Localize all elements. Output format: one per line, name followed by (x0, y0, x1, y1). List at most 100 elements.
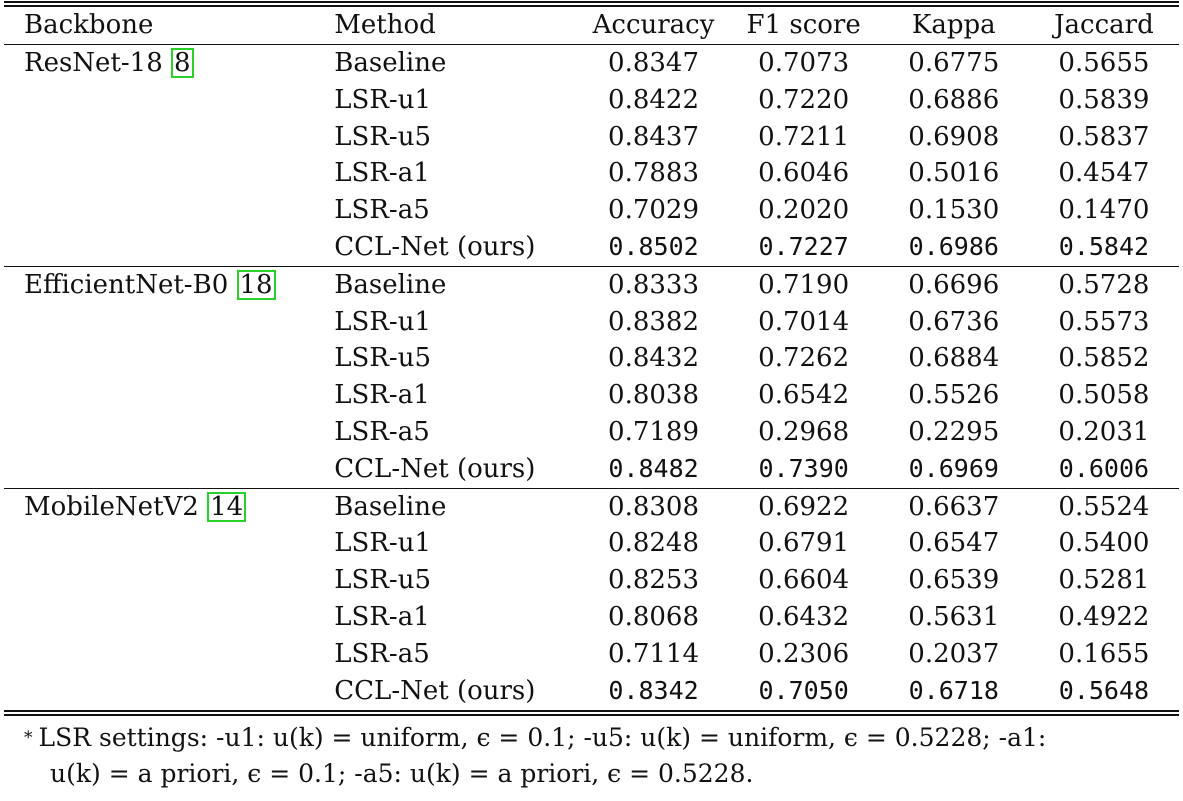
bottom-rule (4, 710, 1179, 712)
kappa-cell: 0.5016 (908, 158, 1000, 189)
table-row: LSR-a1 0.8068 0.6432 0.5631 0.4922 (4, 599, 1179, 636)
backbone-cell (4, 155, 330, 192)
method-cell: CCL-Net (ours) (334, 231, 536, 262)
backbone-cell (4, 82, 330, 119)
table-row: LSR-u1 0.8382 0.7014 0.6736 0.5573 (4, 304, 1179, 341)
backbone-cell (4, 304, 330, 341)
f1-cell: 0.7262 (758, 343, 850, 374)
accuracy-cell: 0.8068 (608, 601, 700, 632)
backbone-cell (4, 673, 330, 710)
jaccard-cell: 0.5655 (1058, 48, 1150, 78)
accuracy-cell: 0.8038 (608, 380, 700, 411)
table-row: LSR-a1 0.7883 0.6046 0.5016 0.4547 (4, 155, 1179, 192)
backbone-cell (4, 340, 330, 377)
jaccard-cell: 0.4547 (1058, 158, 1150, 189)
citation-link[interactable]: 18 (236, 269, 276, 300)
footnote-marker: * (24, 728, 33, 748)
method-cell: Baseline (330, 265, 579, 304)
footnote-line-1: LSR settings: -u1: u(k) = uniform, ϵ = 0… (38, 723, 1047, 752)
backbone-cell (4, 192, 330, 229)
accuracy-cell: 0.8253 (608, 565, 700, 596)
f1-cell: 0.7390 (758, 453, 849, 483)
method-cell: LSR-u5 (334, 565, 431, 596)
method-cell: LSR-a5 (334, 416, 430, 447)
f1-cell: 0.7190 (728, 265, 879, 304)
header-row: Backbone Method Accuracy F1 score Kappa … (4, 7, 1179, 45)
kappa-cell: 0.6908 (908, 121, 1000, 152)
jaccard-cell: 0.5837 (1058, 121, 1150, 152)
backbone-cell (4, 525, 330, 562)
jaccard-cell: 0.5648 (1058, 675, 1150, 705)
jaccard-cell: 0.2031 (1058, 416, 1150, 447)
backbone-cell (4, 451, 330, 488)
backbone-cell (4, 636, 330, 673)
f1-cell: 0.7014 (758, 306, 850, 337)
table-row: CCL-Net (ours) 0.8342 0.7050 0.6718 0.5648 (4, 673, 1179, 710)
table-row: LSR-a1 0.8038 0.6542 0.5526 0.5058 (4, 377, 1179, 414)
accuracy-cell: 0.7883 (608, 158, 700, 189)
accuracy-cell: 0.8342 (608, 675, 699, 705)
jaccard-cell: 0.5524 (1028, 487, 1179, 526)
citation-link[interactable]: 14 (207, 491, 247, 522)
footnote: * LSR settings: -u1: u(k) = uniform, ϵ = … (24, 720, 1174, 792)
f1-cell: 0.7050 (758, 675, 849, 705)
f1-cell: 0.7220 (758, 84, 850, 115)
jaccard-cell: 0.6006 (1058, 453, 1150, 483)
kappa-cell: 0.6696 (878, 265, 1029, 304)
table-row: MobileNetV2 14 Baseline 0.8308 0.6922 0.6637… (4, 487, 1179, 526)
f1-cell: 0.7073 (758, 48, 850, 78)
header-kappa: Kappa (911, 10, 996, 41)
header-accuracy: Accuracy (592, 10, 715, 41)
method-cell: CCL-Net (ours) (334, 453, 536, 484)
jaccard-cell: 0.1470 (1058, 195, 1150, 226)
jaccard-cell: 0.5852 (1058, 343, 1150, 374)
bottom-rule-second (4, 714, 1179, 716)
jaccard-cell: 0.5842 (1058, 231, 1150, 261)
kappa-cell: 0.6775 (908, 48, 1000, 78)
f1-cell: 0.2968 (758, 416, 850, 447)
method-cell: LSR-a1 (334, 380, 430, 411)
backbone-cell: ResNet-18 8 (4, 45, 330, 82)
kappa-cell: 0.6547 (908, 528, 1000, 559)
jaccard-cell: 0.5281 (1058, 565, 1150, 596)
f1-cell: 0.6922 (728, 487, 879, 526)
method-cell: LSR-u1 (334, 528, 431, 559)
table-row: CCL-Net (ours) 0.8502 0.7227 0.6986 0.5842 (4, 229, 1179, 266)
accuracy-cell: 0.8482 (608, 453, 699, 483)
jaccard-cell: 0.1655 (1058, 638, 1150, 669)
method-cell: CCL-Net (ours) (334, 675, 536, 706)
f1-cell: 0.6791 (758, 528, 850, 559)
f1-cell: 0.6432 (758, 601, 850, 632)
jaccard-cell: 0.5058 (1058, 380, 1150, 411)
method-cell: LSR-u5 (334, 343, 431, 374)
table-row: LSR-u1 0.8422 0.7220 0.6886 0.5839 (4, 82, 1179, 119)
top-rule (4, 1, 1179, 3)
header-backbone: Backbone (24, 10, 154, 41)
accuracy-cell: 0.7189 (608, 416, 700, 447)
accuracy-cell: 0.8347 (608, 48, 700, 78)
table-row: LSR-u5 0.8437 0.7211 0.6908 0.5837 (4, 119, 1179, 156)
accuracy-cell: 0.8248 (608, 528, 700, 559)
jaccard-cell: 0.4922 (1058, 601, 1150, 632)
backbone-cell: EfficientNet-B0 18 (4, 265, 331, 304)
kappa-cell: 0.6637 (878, 487, 1029, 526)
f1-cell: 0.6542 (758, 380, 850, 411)
method-cell: LSR-a5 (334, 195, 430, 226)
citation-link[interactable]: 8 (171, 48, 194, 78)
f1-cell: 0.7227 (758, 231, 849, 261)
kappa-cell: 0.2037 (908, 638, 1000, 669)
table-row: LSR-a5 0.7189 0.2968 0.2295 0.2031 (4, 414, 1179, 451)
accuracy-cell: 0.8432 (608, 343, 700, 374)
header-method: Method (334, 10, 436, 41)
accuracy-cell: 0.8422 (608, 84, 700, 115)
method-cell: LSR-u1 (334, 306, 431, 337)
method-cell: Baseline (330, 487, 579, 526)
backbone-name: MobileNetV2 (24, 491, 199, 522)
method-cell: LSR-u5 (334, 121, 431, 152)
method-cell: LSR-u1 (334, 84, 431, 115)
jaccard-cell: 0.5400 (1058, 528, 1150, 559)
header-f1-score: F1 score (746, 10, 861, 41)
method-cell: LSR-a1 (334, 601, 430, 632)
method-cell: LSR-a1 (334, 158, 430, 189)
